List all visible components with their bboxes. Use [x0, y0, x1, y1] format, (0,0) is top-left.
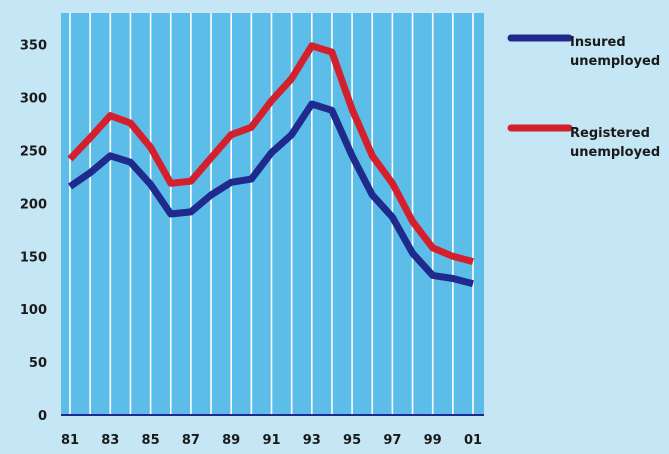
y-tick-label: 100: [20, 303, 47, 318]
legend-item-insured: Insured unemployed: [507, 34, 660, 69]
legend-label-insured-line1: Insured: [570, 35, 626, 50]
x-tick-label: 81: [61, 433, 79, 448]
x-tick-label: 87: [182, 433, 200, 448]
x-tick-label: 83: [101, 433, 119, 448]
series-lines: [67, 42, 474, 288]
legend: Insured unemployed Registered unemployed: [507, 34, 660, 160]
x-tick-labels: 81 83 85 87 89 91 93 95 97 99 01: [61, 433, 482, 448]
y-tick-label: 300: [20, 92, 47, 107]
y-tick-label: 350: [20, 39, 47, 54]
y-tick-label: 0: [38, 409, 47, 424]
y-tick-labels: 0 50 100 150 200 250 300 350: [20, 39, 47, 424]
x-tick-label: 95: [343, 433, 361, 448]
x-tick-label: 93: [303, 433, 321, 448]
legend-item-registered: Registered unemployed: [507, 124, 660, 160]
x-tick-label: 89: [222, 433, 240, 448]
legend-label-registered-line1: Registered: [570, 126, 650, 141]
y-tick-label: 50: [29, 356, 47, 371]
x-tick-label: 91: [262, 433, 280, 448]
series-line-insured: [68, 100, 474, 288]
legend-label-insured-line2: unemployed: [570, 54, 660, 69]
series-line-registered: [67, 42, 474, 265]
y-tick-label: 250: [20, 145, 47, 160]
x-tick-label: 99: [424, 433, 442, 448]
x-tick-label: 97: [383, 433, 401, 448]
plot-area: [61, 13, 484, 415]
y-tick-label: 200: [20, 197, 47, 212]
y-tick-label: 150: [20, 250, 47, 265]
x-tick-label: 85: [142, 433, 160, 448]
x-tick-label: 01: [464, 433, 482, 448]
legend-label-registered-line2: unemployed: [570, 145, 660, 160]
